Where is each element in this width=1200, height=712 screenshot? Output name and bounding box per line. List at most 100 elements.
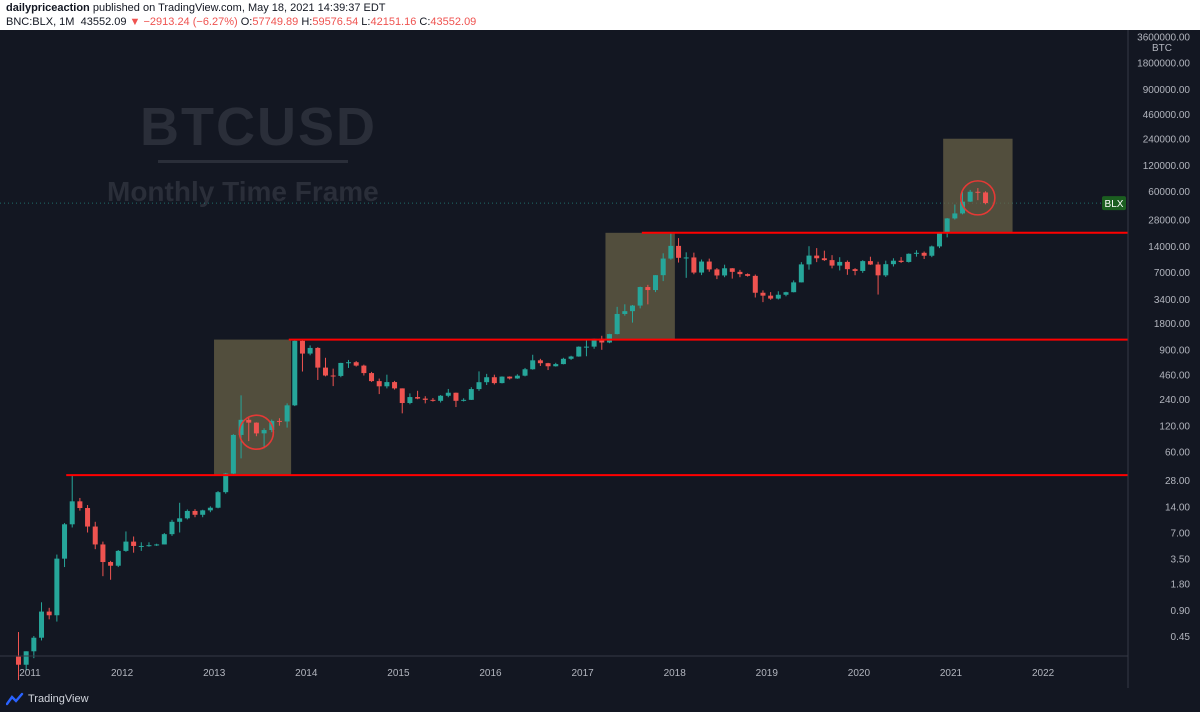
candle-body [392,382,398,389]
candle-body [814,255,820,259]
candle-body [706,261,712,270]
candle-body [384,382,390,387]
candle-body [184,510,190,519]
candle-body [722,268,728,276]
y-tick-label: 1.80 [1171,580,1191,591]
candle-body [913,252,919,254]
candle-body [691,257,697,273]
candle-body [576,346,582,357]
candle-body [276,420,282,422]
highlight-circle [238,414,275,451]
y-tick-label: 1800000.00 [1137,59,1190,70]
candle-body [62,524,68,559]
price-chart[interactable]: 19799.291166.7032.01BLX• 43552.0913d 6h … [0,30,1200,688]
price-change: ▼ −2913.24 (−6.27%) [129,16,238,28]
highlight-boxes [214,138,1013,476]
high-label: H: [301,16,313,28]
candle-body [376,381,382,387]
y-tick-label: 3400.00 [1154,295,1191,306]
x-tick-label: 2012 [111,668,134,679]
candle-body [161,534,167,545]
highlight-circles [238,180,996,451]
candle-body [591,338,597,347]
y-tick-label: 900000.00 [1143,85,1191,96]
watermark-title: BTCUSD [140,97,377,157]
candle-body [407,397,413,404]
publish-text: published on TradingView.com, May 18, 20… [92,2,386,14]
watermark-subtitle: Monthly Time Frame [107,176,379,207]
tradingview-logo[interactable]: TradingView [6,692,89,706]
candle-body [169,521,175,535]
candle-body [867,261,873,265]
candle-body [614,313,620,335]
candle-body [637,287,643,306]
candle-body [154,544,160,546]
candle-body [422,398,428,400]
candle-body [852,269,858,271]
candle-body [430,399,436,401]
candle-body [752,275,758,293]
candle-body [177,518,183,522]
candle-body [299,340,305,354]
publisher-name[interactable]: dailypriceaction [6,2,90,14]
x-tick-label: 2013 [203,668,226,679]
candle-body [821,258,827,261]
y-tick-label: 60.00 [1165,447,1190,458]
low-label: L: [361,16,371,28]
candle-body [261,430,267,434]
brand-name: TradingView [28,693,89,705]
y-tick-label: 0.90 [1171,606,1191,617]
y-tick-label: 1800.00 [1154,319,1191,330]
publish-header: dailypriceaction published on TradingVie… [0,0,1200,30]
candle-body [952,213,958,219]
candle-body [307,347,313,354]
price-axis[interactable]: 3600000.00 1800000.00 900000.00 460000.00 24… [1127,30,1200,688]
candle-body [484,377,490,383]
candle-body [92,526,98,545]
candle-body [415,397,421,399]
candle-body [361,365,367,374]
candle-body [123,541,129,551]
candle-body [39,611,45,638]
candle-body [860,261,866,271]
candle-body [322,367,328,376]
candle-body [629,305,635,312]
candle-body [399,388,405,404]
candle-body [77,501,83,509]
candle-body [292,340,298,406]
price-axis-bg [1128,30,1200,656]
candle-body [929,246,935,256]
candle-body [461,399,467,401]
y-tick-label: 7000.00 [1154,268,1191,279]
time-axis[interactable]: 2011 2012 2013 2014 2015 2016 2017 2018 2019 2020… [0,655,1128,679]
candle-body [499,376,505,384]
candle-body [438,395,444,401]
candle-body [369,373,375,382]
symbol-tag-label: BLX [1105,199,1124,210]
x-tick-label: 2017 [571,668,594,679]
y-tick-label: 120.00 [1159,421,1190,432]
candle-body [791,282,797,293]
candle-body [514,375,520,379]
candle-body [745,274,751,276]
candle-body [131,541,137,546]
candle-body [967,191,973,202]
candle-body [975,191,981,193]
candle-body [668,245,674,259]
candle-body [31,637,37,652]
publish-info: dailypriceaction published on TradingVie… [6,2,386,14]
candle-body [346,362,352,364]
candle-body [676,245,682,258]
y-tick-label: 240.00 [1159,395,1190,406]
candle-body [108,562,114,566]
high-value: 59576.54 [312,16,359,28]
candle-body [829,260,835,266]
candle-body [445,392,451,396]
candle-body [906,253,912,262]
candle-body [837,261,843,266]
candle-body [775,294,781,299]
x-tick-label: 2022 [1032,668,1055,679]
highlight-circle [960,180,996,216]
y-tick-label: 900.00 [1159,345,1190,356]
y-tick-label: 3600000.00 [1137,33,1190,44]
